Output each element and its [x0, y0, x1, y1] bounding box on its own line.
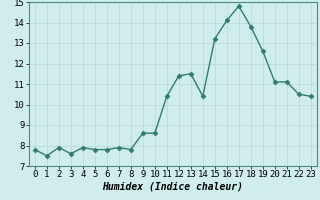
X-axis label: Humidex (Indice chaleur): Humidex (Indice chaleur)	[102, 182, 243, 192]
